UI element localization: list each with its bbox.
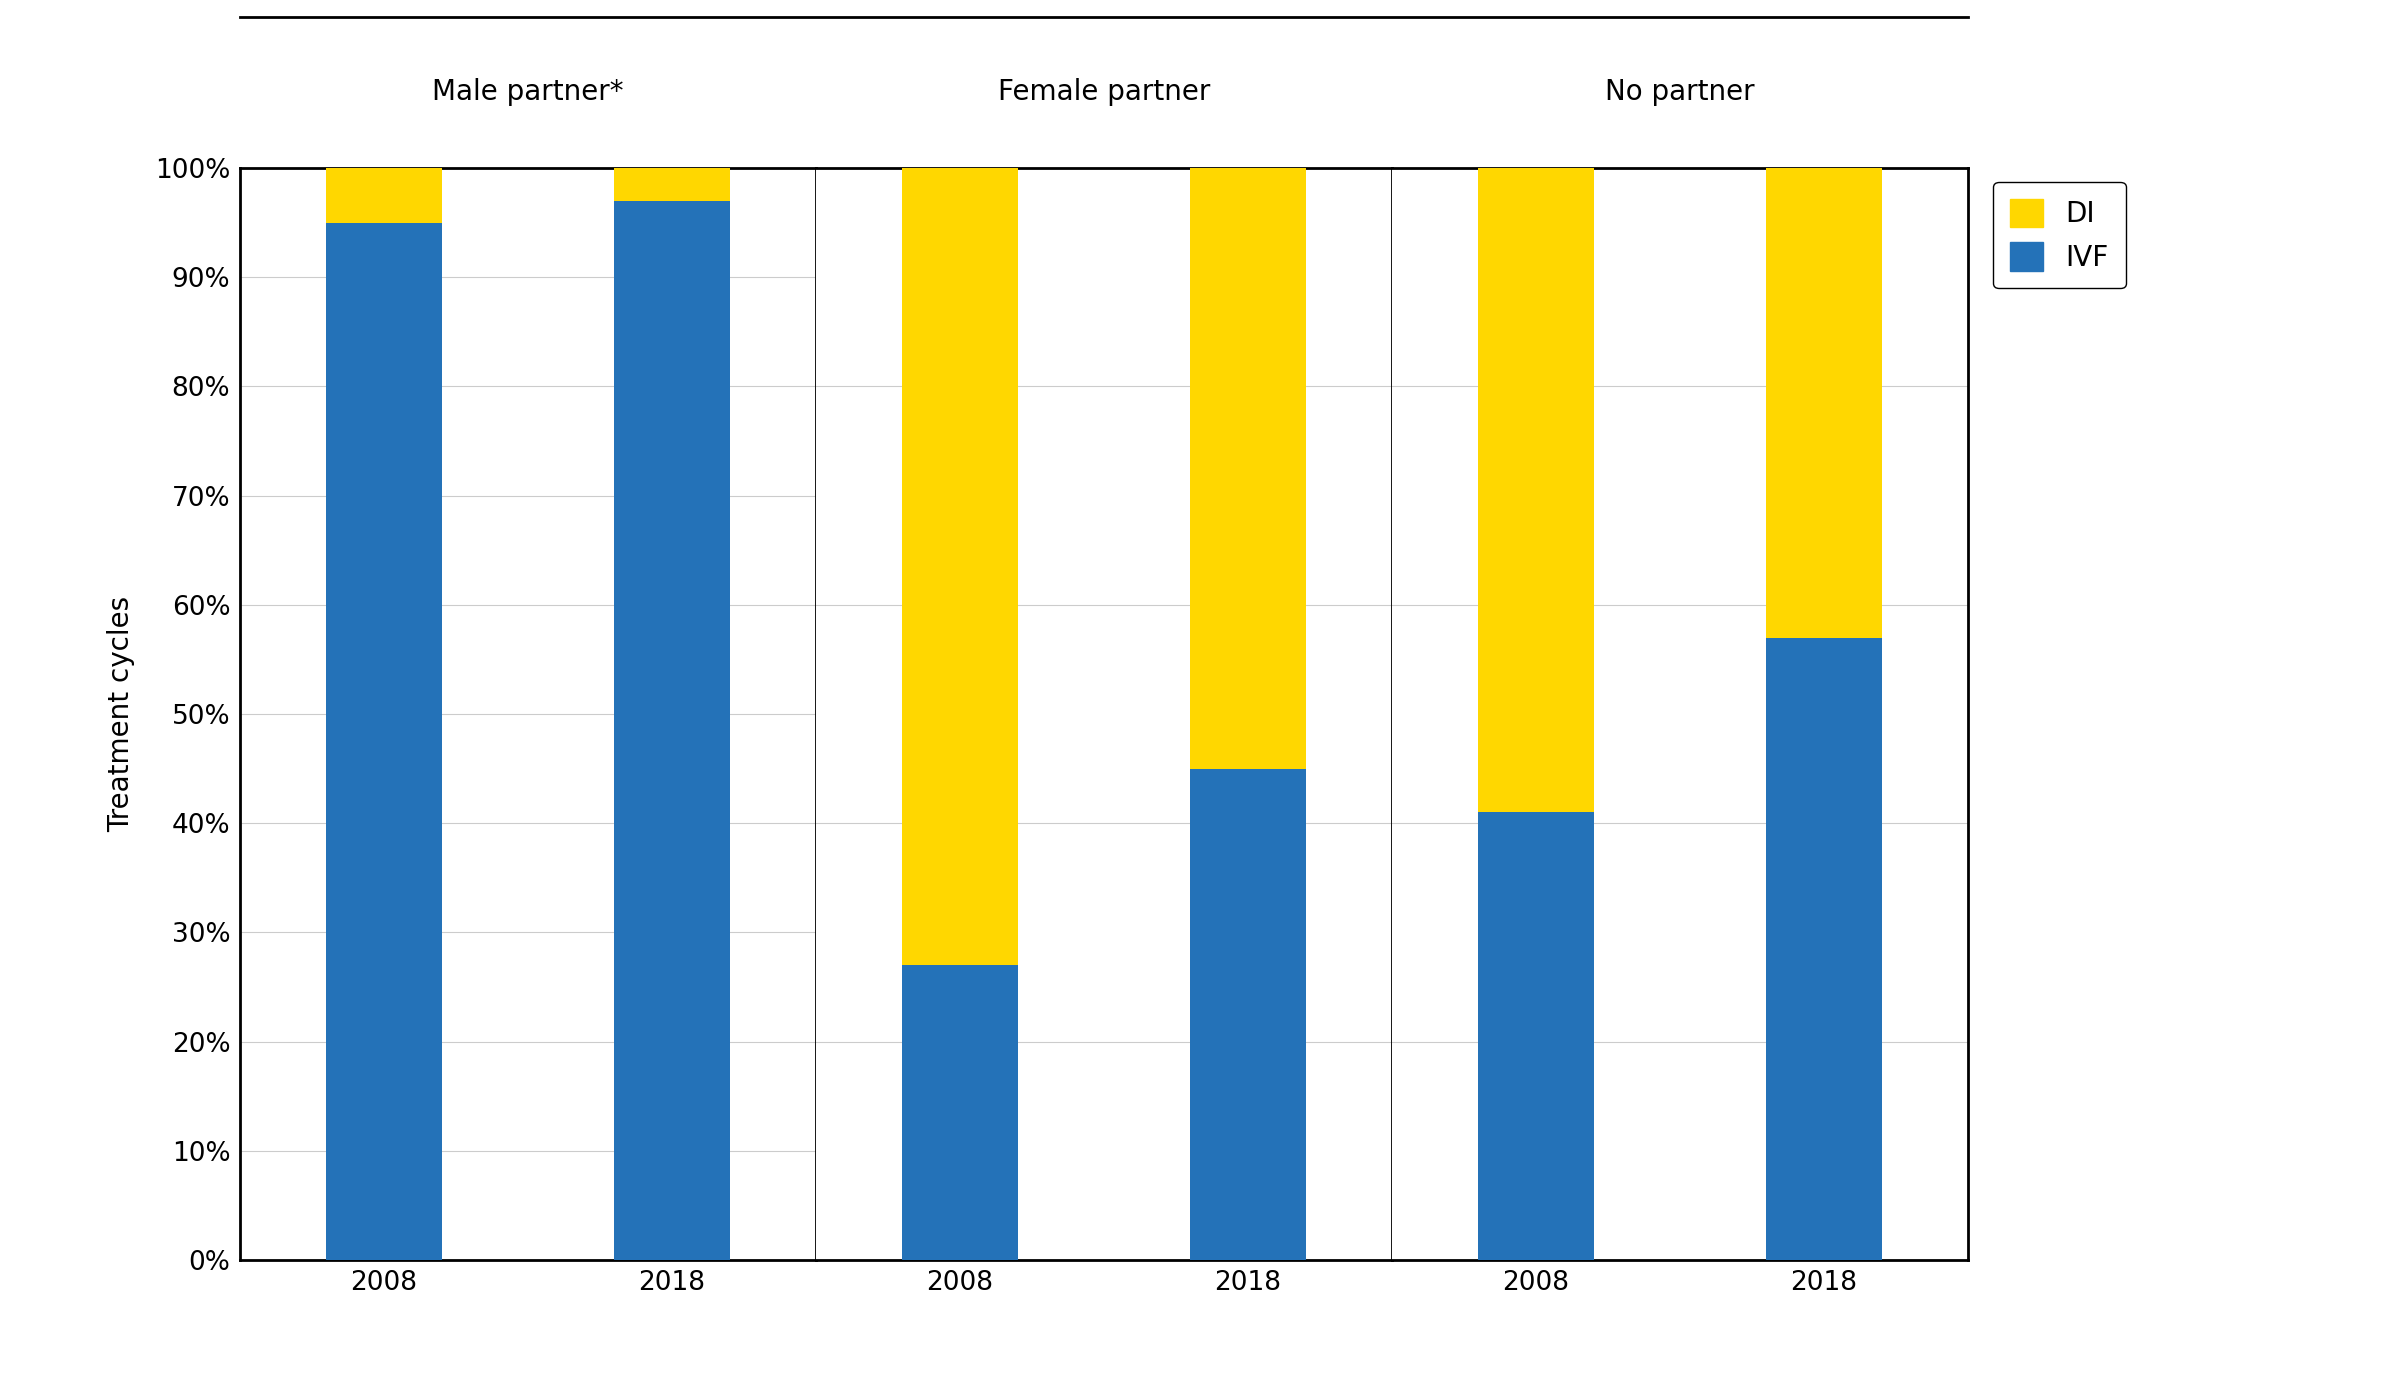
Bar: [1478, 168, 1594, 812]
Legend: DI, IVF: DI, IVF: [1994, 182, 2126, 288]
Bar: [1766, 637, 1882, 1260]
Bar: [614, 168, 730, 200]
Y-axis label: Treatment cycles: Treatment cycles: [108, 596, 134, 832]
Bar: [1190, 168, 1306, 769]
Text: No partner: No partner: [1606, 78, 1754, 106]
Bar: [326, 223, 442, 1260]
Bar: [1478, 812, 1594, 1260]
Text: Male partner*: Male partner*: [432, 78, 624, 106]
Bar: [614, 200, 730, 1260]
Bar: [326, 168, 442, 223]
Bar: [902, 168, 1018, 965]
Bar: [1766, 168, 1882, 637]
Text: Female partner: Female partner: [998, 78, 1210, 106]
Bar: [902, 965, 1018, 1260]
Bar: [1190, 769, 1306, 1260]
